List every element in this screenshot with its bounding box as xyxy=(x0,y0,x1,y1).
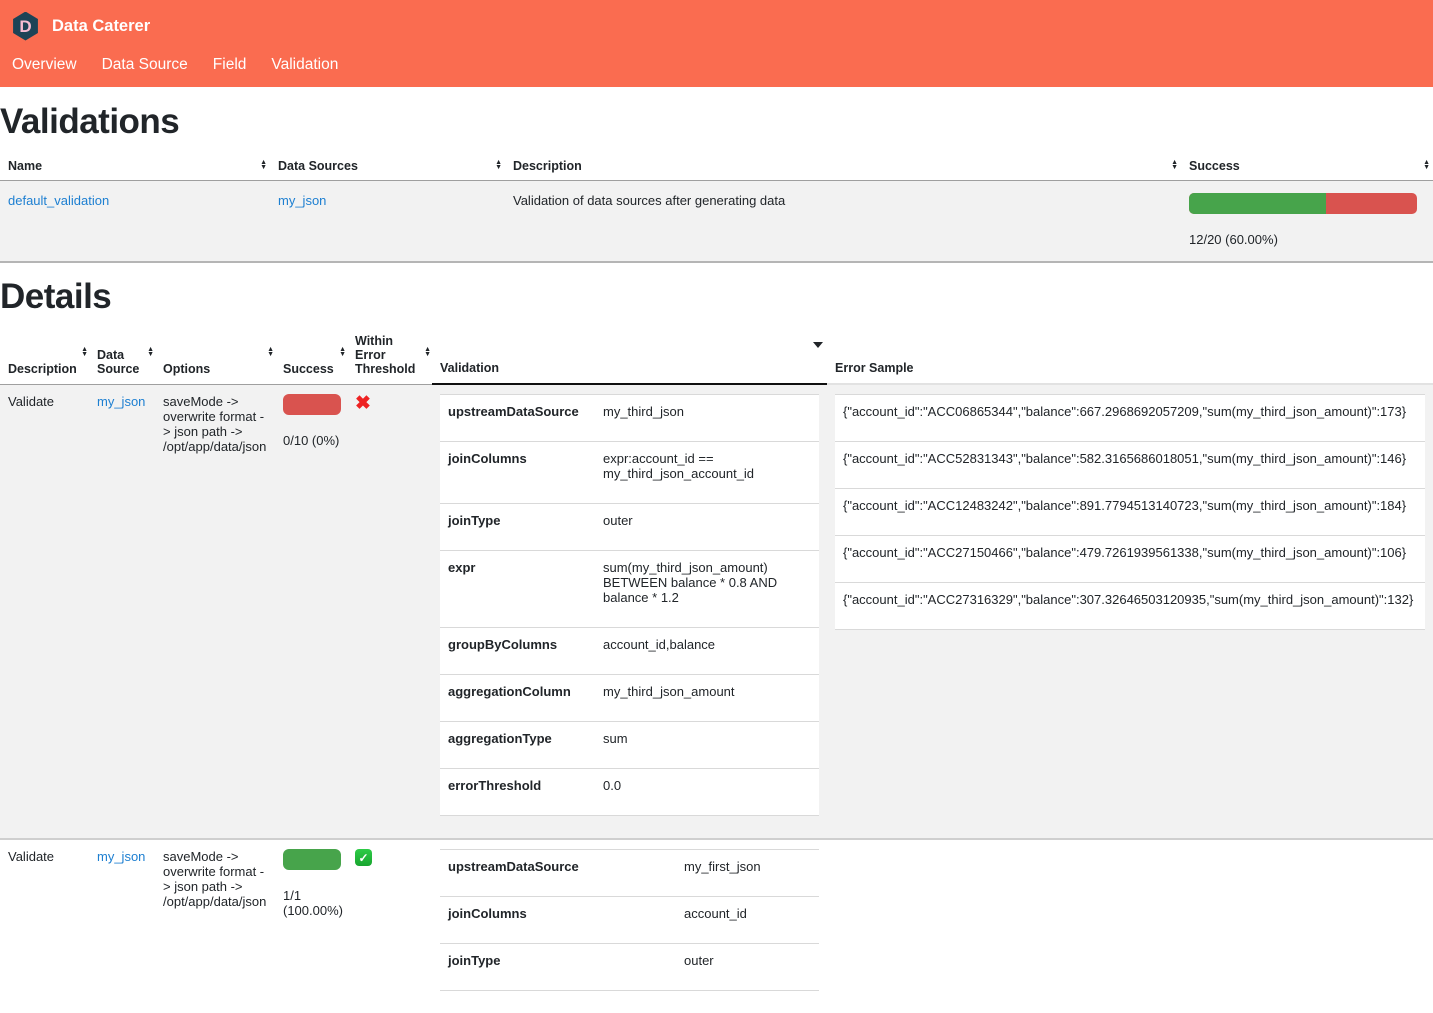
brand[interactable]: D Data Caterer xyxy=(12,9,1421,43)
column-header-within-error-threshold[interactable]: Within Error Threshold ▲ ▼ xyxy=(347,326,432,385)
validation-kv-table: upstreamDataSource my_third_json joinColu… xyxy=(440,394,819,816)
validation-description-cell: Validation of data sources after generat… xyxy=(513,192,786,208)
success-progress-label: 0/10 (0%) xyxy=(283,432,340,448)
validation-data-sources-cell: my_json xyxy=(270,180,505,262)
success-progress-label: 1/1 (100.00%) xyxy=(283,888,343,918)
sort-descending-icon xyxy=(813,342,823,348)
column-header-options[interactable]: Options ▲ ▼ xyxy=(155,326,275,385)
details-table: Description ▲ ▼ Data Source ▲ ▼ Options ▲ ▼ Su… xyxy=(0,326,1433,1013)
error-sample-row: {"account_id":"ACC06865344","balance":66… xyxy=(835,395,1425,442)
success-progress-bar xyxy=(1189,192,1417,214)
error-sample-row: {"account_id":"ACC27150466","balance":47… xyxy=(835,536,1425,583)
error-sample-row: {"account_id":"ACC52831343","balance":58… xyxy=(835,442,1425,489)
details-row: Validate my_json saveMode -> overwrite f… xyxy=(0,384,1433,839)
column-header-name[interactable]: Name ▲ ▼ xyxy=(0,153,270,181)
validation-name-link[interactable]: default_validation xyxy=(8,192,110,208)
detail-data-source-cell: my_json xyxy=(89,839,155,1013)
detail-options-cell: saveMode -> overwrite format -> json pat… xyxy=(163,393,267,454)
success-progress-label: 12/20 (60.00%) xyxy=(1189,231,1278,247)
app-header: D Data Caterer Overview Data Source Fiel… xyxy=(0,0,1433,87)
success-progress-bar xyxy=(283,849,341,870)
details-row: Validate my_json saveMode -> overwrite f… xyxy=(0,839,1433,1013)
app-logo-icon: D xyxy=(13,11,38,41)
validations-heading: Validations xyxy=(0,102,180,141)
error-sample-row: {"account_id":"ACC12483242","balance":89… xyxy=(835,489,1425,536)
logo-letter: D xyxy=(19,16,32,36)
sort-icon: ▲ ▼ xyxy=(424,345,431,358)
column-header-data-sources[interactable]: Data Sources ▲ ▼ xyxy=(270,153,505,181)
sort-icon: ▲ ▼ xyxy=(147,345,154,358)
sort-icon: ▲ ▼ xyxy=(267,345,274,358)
column-header-success[interactable]: Success ▲ ▼ xyxy=(1181,153,1433,181)
column-header-description[interactable]: Description ▲ ▼ xyxy=(0,326,89,385)
check-green-icon: ✓ xyxy=(355,849,372,866)
detail-error-sample-cell xyxy=(827,839,1433,1013)
sort-icon: ▲ ▼ xyxy=(495,158,502,171)
validation-summary-row: default_validation my_json Validation of… xyxy=(0,180,1433,262)
column-header-description[interactable]: Description ▲ ▼ xyxy=(505,153,1181,181)
nav-item-overview[interactable]: Overview xyxy=(12,56,77,73)
column-header-data-source[interactable]: Data Source ▲ ▼ xyxy=(89,326,155,385)
kv-row: upstreamDataSource my_third_json xyxy=(440,395,819,442)
success-progress-bar xyxy=(283,393,341,415)
column-header-validation[interactable]: Validation xyxy=(432,326,827,385)
sort-icon: ▲ ▼ xyxy=(339,345,346,358)
kv-row: joinType outer xyxy=(440,504,819,551)
kv-row: aggregationType sum xyxy=(440,722,819,769)
validation-success-cell: 12/20 (60.00%) xyxy=(1181,180,1433,262)
kv-row: joinType outer xyxy=(440,944,819,991)
kv-row: joinColumns account_id xyxy=(440,897,819,944)
detail-validation-cell: upstreamDataSource my_first_json joinColu… xyxy=(432,839,827,1013)
detail-error-sample-cell: {"account_id":"ACC06865344","balance":66… xyxy=(827,384,1433,839)
validations-table: Name ▲ ▼ Data Sources ▲ ▼ Description ▲ ▼ Succ… xyxy=(0,153,1433,263)
detail-description-cell: Validate xyxy=(8,393,55,409)
data-source-link[interactable]: my_json xyxy=(278,192,327,208)
details-heading: Details xyxy=(0,276,112,316)
detail-threshold-cell: ✓ xyxy=(347,839,432,1013)
details-header-row: Description ▲ ▼ Data Source ▲ ▼ Options ▲ ▼ Su… xyxy=(0,326,1433,385)
cross-red-icon: ✖ xyxy=(355,392,371,414)
sort-icon: ▲ ▼ xyxy=(81,345,88,358)
validation-kv-table: upstreamDataSource my_first_json joinColu… xyxy=(440,849,819,991)
kv-row: joinColumns expr:account_id == my_third_j… xyxy=(440,442,819,504)
nav-item-validation[interactable]: Validation xyxy=(271,56,339,73)
success-progress-fill xyxy=(1189,192,1326,214)
sort-icon: ▲ ▼ xyxy=(1171,158,1178,171)
data-source-link[interactable]: my_json xyxy=(97,393,146,409)
detail-options-cell: saveMode -> overwrite format -> json pat… xyxy=(163,849,267,909)
detail-success-cell: 1/1 (100.00%) xyxy=(275,839,347,1013)
success-progress-fill xyxy=(283,849,341,870)
error-sample-table: {"account_id":"ACC06865344","balance":66… xyxy=(835,394,1425,630)
detail-description-cell: Validate xyxy=(8,849,55,864)
column-header-error-sample[interactable]: Error Sample xyxy=(827,326,1433,385)
error-sample-row: {"account_id":"ACC27316329","balance":30… xyxy=(835,583,1425,630)
nav-item-field[interactable]: Field xyxy=(212,56,247,73)
main-nav: Overview Data Source Field Validation xyxy=(12,43,1421,87)
kv-row: upstreamDataSource my_first_json xyxy=(440,850,819,897)
detail-threshold-cell: ✖ xyxy=(347,384,432,839)
detail-data-source-cell: my_json xyxy=(89,384,155,839)
kv-row: groupByColumns account_id,balance xyxy=(440,628,819,675)
kv-row: errorThreshold 0.0 xyxy=(440,769,819,816)
column-header-success[interactable]: Success ▲ ▼ xyxy=(275,326,347,385)
kv-row: aggregationColumn my_third_json_amount xyxy=(440,675,819,722)
sort-icon: ▲ ▼ xyxy=(260,158,267,171)
kv-row: expr sum(my_third_json_amount) BETWEEN ba… xyxy=(440,551,819,628)
validations-header-row: Name ▲ ▼ Data Sources ▲ ▼ Description ▲ ▼ Succ… xyxy=(0,153,1433,181)
detail-validation-cell: upstreamDataSource my_third_json joinColu… xyxy=(432,384,827,839)
sort-icon: ▲ ▼ xyxy=(1423,158,1430,171)
nav-item-data-source[interactable]: Data Source xyxy=(101,56,188,73)
detail-success-cell: 0/10 (0%) xyxy=(275,384,347,839)
app-title: Data Caterer xyxy=(52,16,151,35)
validation-name-cell: default_validation xyxy=(0,180,270,262)
data-source-link[interactable]: my_json xyxy=(97,849,146,864)
